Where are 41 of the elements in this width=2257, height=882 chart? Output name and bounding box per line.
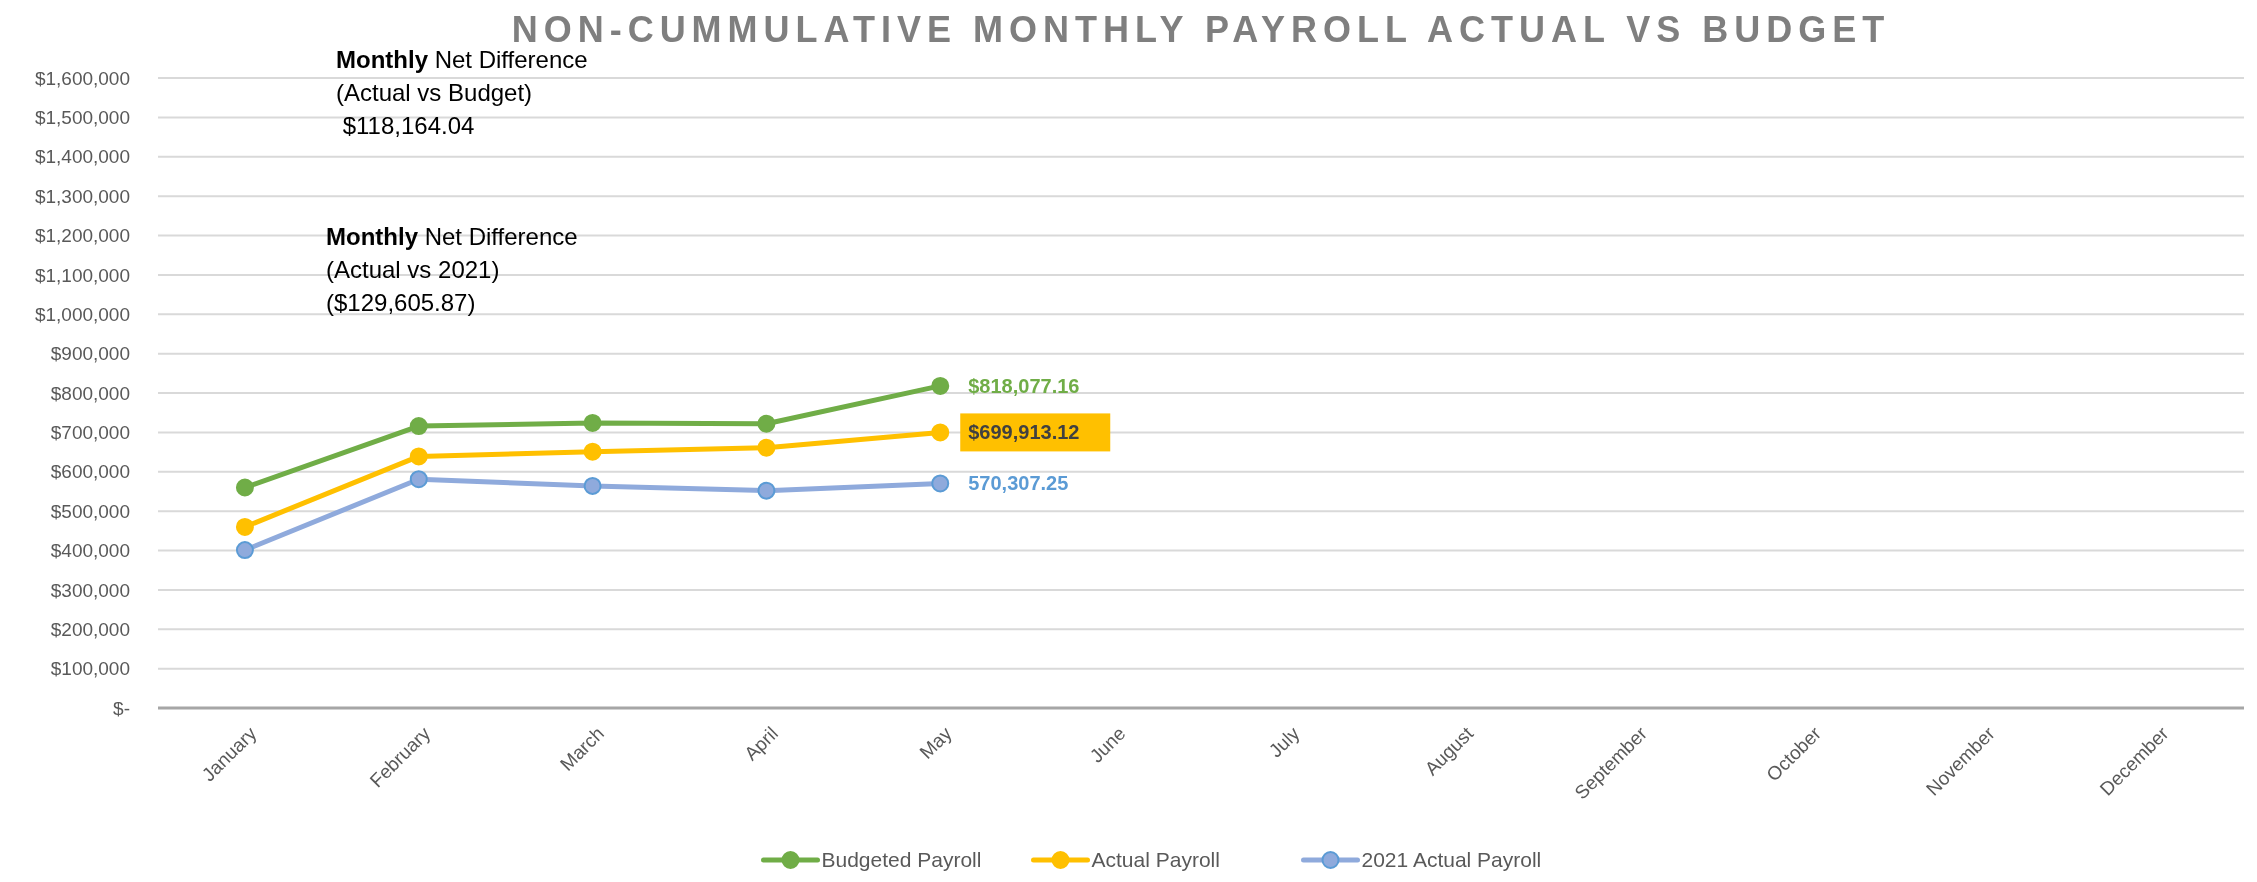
- y-tick-label: $1,400,000: [34, 146, 130, 168]
- point: [583, 476, 602, 495]
- point: [931, 474, 950, 493]
- data-label: $699,913.12: [968, 421, 1080, 444]
- legend-label: 2021 Actual Payroll: [1361, 848, 1542, 872]
- point: [931, 423, 950, 442]
- point: [235, 517, 254, 536]
- legend-label: Budgeted Payroll: [821, 848, 982, 872]
- x-tick-label: May: [915, 722, 957, 763]
- point: [583, 413, 602, 432]
- point: [583, 442, 602, 461]
- point: [409, 417, 428, 436]
- data-label: 570,307.25: [968, 472, 1069, 495]
- data-label: $818,077.16: [968, 374, 1080, 397]
- point: [235, 541, 254, 560]
- y-tick-label: $200,000: [50, 618, 130, 640]
- y-tick-label: $500,000: [50, 500, 130, 522]
- x-tick-label: July: [1264, 722, 1304, 762]
- point: [931, 376, 950, 395]
- legend-label: Actual Payroll: [1091, 848, 1220, 872]
- y-tick-label: $900,000: [50, 343, 130, 365]
- y-tick-label: $700,000: [50, 422, 130, 444]
- y-tick-label: $1,600,000: [34, 67, 130, 89]
- y-tick-label: $800,000: [50, 382, 130, 404]
- y-tick-label: $1,500,000: [34, 107, 130, 129]
- y-tick-label: $1,000,000: [34, 303, 130, 325]
- point: [757, 438, 776, 457]
- y-tick-label: $300,000: [50, 579, 130, 601]
- annotation: Monthly Net Difference (Actual vs 2021) ($129,605.87): [326, 223, 578, 316]
- point: [757, 481, 776, 500]
- point: [409, 470, 428, 489]
- y-tick-label: $1,100,000: [34, 264, 130, 286]
- y-tick-label: $1,200,000: [34, 225, 130, 247]
- y-tick-label: $100,000: [50, 658, 130, 680]
- y-tick-label: $1,300,000: [34, 185, 130, 207]
- point: [235, 478, 254, 497]
- point: [757, 414, 776, 433]
- point: [409, 447, 428, 466]
- y-tick-label: $400,000: [50, 540, 130, 562]
- y-tick-label: $600,000: [50, 461, 130, 483]
- y-tick-label: $-: [113, 697, 130, 719]
